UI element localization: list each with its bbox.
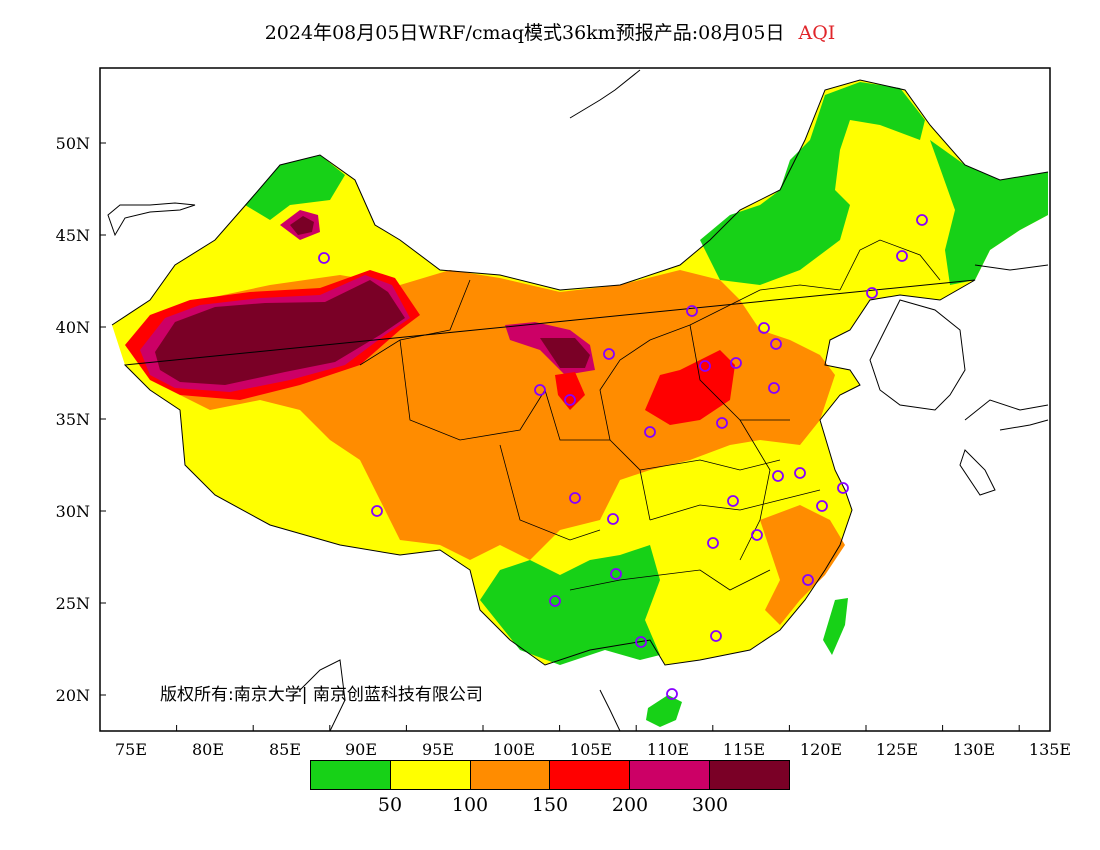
station-marker-icon: [758, 322, 770, 334]
station-marker-icon: [727, 495, 739, 507]
south-green-zone: [480, 545, 660, 665]
copyright-text: 版权所有:南京大学| 南京创蓝科技有限公司: [160, 685, 483, 705]
station-marker-icon: [710, 630, 722, 642]
x-axis-label-135e: 135E: [1028, 740, 1072, 759]
station-marker-icon: [707, 537, 719, 549]
province-boundaries: [359, 239, 941, 591]
y-axis-label-45n: 45N: [55, 226, 90, 245]
station-marker-icon: [802, 574, 814, 586]
station-marker-icon: [768, 382, 780, 394]
x-axis-label-85e: 85E: [268, 740, 302, 759]
station-marker-icon: [794, 467, 806, 479]
station-marker-icon: [896, 250, 908, 262]
legend-label-200: 200: [611, 794, 649, 816]
y-axis-label-25n: 25N: [55, 594, 90, 613]
legend-swatch-3: [470, 761, 551, 789]
station-marker-icon: [772, 470, 784, 482]
station-marker-icon: [866, 287, 878, 299]
y-axis-label-50n: 50N: [55, 134, 90, 153]
x-axis-label-100e: 100E: [492, 740, 536, 759]
neighbour-coastlines: [107, 69, 1049, 731]
x-axis-label-125e: 125E: [875, 740, 919, 759]
station-marker-icon: [607, 513, 619, 525]
station-marker-icon: [699, 360, 711, 372]
east-orange-zone: [760, 505, 845, 625]
china-outline: [111, 79, 1049, 666]
y-axis-label-30n: 30N: [55, 502, 90, 521]
product-name: AQI: [798, 22, 836, 44]
station-marker-icon: [666, 688, 678, 700]
legend-label-100: 100: [451, 794, 489, 816]
station-marker-icon: [635, 636, 647, 648]
city-stations: [318, 214, 928, 700]
station-marker-icon: [751, 529, 763, 541]
station-marker-icon: [318, 252, 330, 264]
legend-swatch-1: [311, 761, 391, 789]
hainan-island: [646, 695, 682, 727]
station-marker-icon: [564, 394, 576, 406]
station-marker-icon: [716, 417, 728, 429]
title-text: 2024年08月05日WRF/cmaq模式36km预报产品:08月05日: [264, 22, 785, 44]
dzungaria-maroon-zone: [290, 216, 314, 235]
map-frame: [99, 67, 1051, 732]
taiwan-island: [823, 598, 848, 655]
station-marker-icon: [730, 357, 742, 369]
station-marker-icon: [837, 482, 849, 494]
legend-label-50: 50: [377, 794, 403, 816]
legend-swatch-4: [550, 761, 631, 789]
station-marker-icon: [549, 595, 561, 607]
legend-swatch-5: [630, 761, 711, 789]
station-marker-icon: [816, 500, 828, 512]
x-axis-label-115e: 115E: [722, 740, 766, 759]
y-axis-label-40n: 40N: [55, 318, 90, 337]
northwest-green-zone: [245, 155, 345, 220]
station-marker-icon: [603, 348, 615, 360]
legend-swatch-2: [390, 761, 471, 789]
mongolia-maroon-zone: [540, 338, 590, 368]
x-axis-label-130e: 130E: [952, 740, 996, 759]
legend-swatch-6: [710, 761, 789, 789]
x-axis-label-75e: 75E: [114, 740, 148, 759]
x-axis-label-105e: 105E: [569, 740, 613, 759]
station-marker-icon: [610, 568, 622, 580]
central-red-zone: [645, 350, 735, 425]
y-axis-label-20n: 20N: [55, 686, 90, 705]
x-axis-label-80e: 80E: [191, 740, 225, 759]
station-marker-icon: [569, 492, 581, 504]
station-marker-icon: [371, 505, 383, 517]
legend-label-150: 150: [531, 794, 569, 816]
tarim-maroon-zone: [155, 280, 405, 385]
station-marker-icon: [644, 426, 656, 438]
x-axis-label-120e: 120E: [799, 740, 843, 759]
x-axis-label-95e: 95E: [421, 740, 455, 759]
loess-red-zone: [555, 372, 585, 410]
north-green-zone: [700, 82, 925, 285]
northeast-green-zone: [930, 140, 1048, 285]
map-title: 2024年08月05日WRF/cmaq模式36km预报产品:08月05日 AQI: [0, 18, 1100, 45]
axis-ticks: [99, 142, 1020, 731]
station-marker-icon: [916, 214, 928, 226]
station-marker-icon: [534, 384, 546, 396]
color-legend: [310, 760, 790, 790]
x-axis-label-90e: 90E: [344, 740, 378, 759]
station-marker-icon: [770, 338, 782, 350]
x-axis-label-110e: 110E: [646, 740, 690, 759]
y-axis-label-35n: 35N: [55, 410, 90, 429]
station-marker-icon: [686, 305, 698, 317]
legend-label-300: 300: [691, 794, 729, 816]
